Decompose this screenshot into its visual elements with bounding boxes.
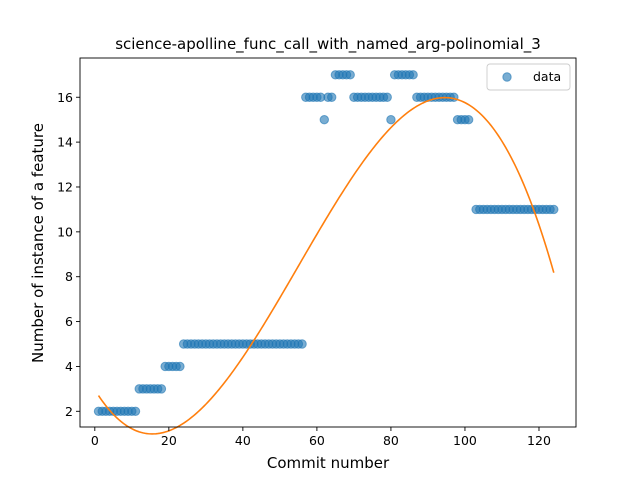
chart-title: science-apolline_func_call_with_named_ar… — [115, 35, 541, 54]
data-point — [327, 92, 337, 102]
y-tick-label: 14 — [57, 135, 73, 150]
data-point — [297, 339, 307, 349]
x-tick-label: 20 — [161, 433, 177, 448]
data-point — [345, 70, 355, 80]
y-tick-label: 2 — [65, 404, 73, 419]
y-tick-label: 8 — [65, 269, 73, 284]
x-tick-label: 40 — [235, 433, 251, 448]
fit-curve — [97, 96, 555, 435]
x-axis-label: Commit number — [267, 454, 390, 472]
y-axis-label: Number of instance of a feature — [29, 123, 47, 363]
x-tick-label: 60 — [309, 433, 325, 448]
data-point — [386, 114, 396, 125]
data-point — [156, 384, 167, 394]
y-tick-label: 10 — [57, 224, 73, 239]
data-point — [175, 361, 185, 372]
x-tick-label: 0 — [91, 433, 99, 448]
data-point — [463, 114, 474, 125]
x-tick-label: 120 — [527, 433, 551, 448]
y-tick-label: 16 — [57, 90, 73, 105]
plot-area: 0 20 40 60 80 100 120 2 4 6 8 10 12 14 16 data — [57, 57, 577, 448]
y-tick-label: 12 — [57, 179, 73, 194]
data-point — [382, 92, 392, 102]
x-tick-label: 80 — [383, 433, 399, 448]
legend-marker — [502, 72, 512, 82]
axes-frame — [79, 57, 577, 428]
data-point — [549, 204, 559, 215]
data-point — [319, 114, 329, 125]
legend-box — [486, 63, 571, 91]
y-tick-label: 6 — [65, 314, 73, 329]
y-tick-label: 4 — [65, 359, 73, 374]
data-point — [408, 70, 418, 80]
legend-label: data — [533, 69, 561, 84]
data-point — [130, 406, 141, 416]
x-tick-label: 100 — [453, 433, 477, 448]
